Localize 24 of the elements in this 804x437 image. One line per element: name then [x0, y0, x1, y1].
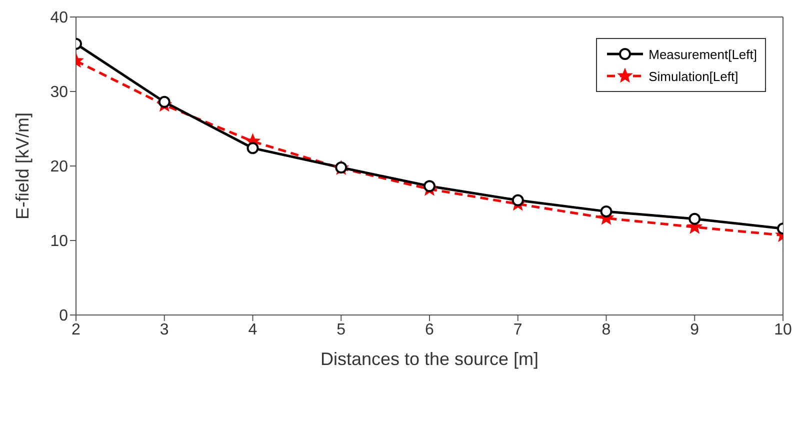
point [158, 96, 170, 108]
x-tick-label: 4 [248, 321, 258, 338]
x-tick-label: 3 [160, 321, 169, 338]
legend-label: Measurement[Left] [648, 46, 757, 62]
x-tick-label: 5 [336, 321, 346, 338]
point [512, 194, 524, 206]
y-tick-label: 30 [50, 84, 68, 102]
x-tick-label: 7 [513, 321, 522, 338]
point [688, 212, 701, 225]
y-tick-label: 10 [50, 233, 68, 250]
point [424, 180, 436, 192]
x-tick-label: 10 [774, 321, 792, 338]
y-tick-label: 0 [59, 308, 68, 325]
point [246, 142, 259, 154]
y-tick-label: 40 [50, 10, 68, 27]
x-axis-title: Distances to the source [m] [320, 349, 539, 369]
x-tick-label: 9 [690, 321, 700, 338]
point [600, 205, 612, 218]
legend-label: Simulation[Left] [648, 68, 738, 84]
x-tick-label: 8 [602, 321, 611, 338]
x-tick-label: 6 [425, 321, 434, 338]
y-axis-title: E-field [kV/m] [12, 112, 32, 220]
y-tick-label: 20 [50, 158, 68, 176]
x-tick-label: 2 [72, 321, 81, 338]
